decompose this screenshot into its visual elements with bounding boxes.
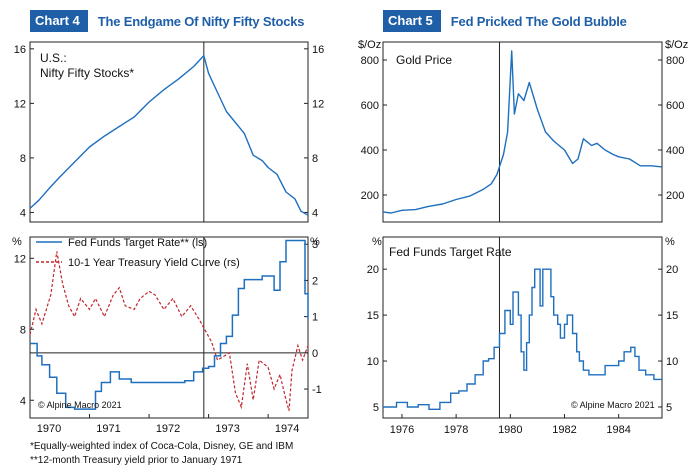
chart5-top-left-unit: $/Oz xyxy=(358,39,381,51)
footnote-1: *Equally-weighted index of Coca-Cola, Di… xyxy=(30,441,294,452)
chart4-top-right-tick-label: 8 xyxy=(312,153,318,165)
chart5-bottom-x-tick-label: 1982 xyxy=(552,424,576,436)
chart5-bottom-x-tick-label: 1984 xyxy=(606,424,630,436)
chart5-bottom-frame xyxy=(382,236,663,419)
chart5-bottom-left-tick-label: 20 xyxy=(367,264,379,276)
chart4-bottom-x-tick-label: 1974 xyxy=(275,423,299,435)
chart5-top-left-tick-label: 200 xyxy=(361,190,379,202)
chart4-bottom-right-unit: % xyxy=(310,236,320,248)
chart5-bottom-right-tick-label: 5 xyxy=(666,402,672,414)
chart4-bottom-left-tick-label: 4 xyxy=(20,395,26,407)
chart4-top-left-tick-label: 4 xyxy=(20,207,26,219)
chart5-bottom-left-tick-label: 15 xyxy=(367,310,379,322)
chart5-top-left-tick-label: 800 xyxy=(361,55,379,67)
chart4-top-left-tick-label: 8 xyxy=(20,153,26,165)
chart5-bottom-left-tick-label: 5 xyxy=(373,402,379,414)
chart4-top-right-tick-label: 12 xyxy=(312,98,324,110)
chart4-bottom-right-tick-label: 0 xyxy=(312,348,318,360)
chart4-bottom-right-tick-label: 2 xyxy=(312,275,318,287)
chart4-bottom-x-tick-label: 1973 xyxy=(215,423,239,435)
chart4-top-right-tick-label: 4 xyxy=(312,207,318,219)
chart4-bottom-left-unit: % xyxy=(12,236,22,248)
chart5-bottom-label: Fed Funds Target Rate xyxy=(389,245,512,259)
chart4-top-frame xyxy=(29,41,309,223)
chart4-title: The Endgame Of Nifty Fifty Stocks xyxy=(97,13,305,29)
chart4-bottom-x-tick-label: 1972 xyxy=(156,423,180,435)
chart4-bottom-series-fed-funds xyxy=(30,239,309,410)
chart4-header: Chart 4 The Endgame Of Nifty Fifty Stock… xyxy=(30,10,304,32)
chart5-top-label: Gold Price xyxy=(396,53,452,67)
chart5-bottom-x-tick-label: 1978 xyxy=(444,424,468,436)
chart4-copyright: © Alpine Macro 2021 xyxy=(38,400,122,410)
chart5-top-frame xyxy=(382,41,663,223)
chart4-bottom-x-tick-label: 1971 xyxy=(96,423,120,435)
chart5-top-series-gold xyxy=(382,50,663,214)
chart5-bottom-left-unit: % xyxy=(372,236,382,248)
chart5-bottom-x-tick-label: 1976 xyxy=(390,424,414,436)
chart5-top-left-tick-label: 400 xyxy=(361,145,379,157)
chart5-bottom-right-tick-label: 20 xyxy=(666,264,678,276)
chart4-legend-label-yield-curve: 10-1 Year Treasury Yield Curve (rs) xyxy=(68,257,240,269)
chart5-top-right-unit: $/Oz xyxy=(665,39,688,51)
chart4-top-label-line: U.S.: xyxy=(40,51,67,65)
chart5-bottom-right-unit: % xyxy=(665,236,675,248)
chart4-top-series-nifty xyxy=(29,54,309,216)
chart5-copyright: © Alpine Macro 2021 xyxy=(571,400,655,410)
chart4-bottom-left-tick-label: 8 xyxy=(20,324,26,336)
chart4-badge: Chart 4 xyxy=(30,10,88,32)
chart4-top-left-tick-label: 12 xyxy=(14,98,26,110)
chart5-header: Chart 5 Fed Pricked The Gold Bubble xyxy=(383,10,627,32)
chart4-top-label-line: Nifty Fifty Stocks* xyxy=(40,66,134,80)
chart5-bottom-x-tick-label: 1980 xyxy=(498,424,522,436)
chart5-top-left-tick-label: 600 xyxy=(361,100,379,112)
chart5-bottom-series-fed-funds xyxy=(383,268,662,410)
chart4-bottom-x-tick-label: 1970 xyxy=(37,423,61,435)
footnote-2: **12-month Treasury yield prior to Janua… xyxy=(30,455,243,466)
chart4-bottom-left-tick-label: 12 xyxy=(14,253,26,265)
chart5-top-right-tick-label: 200 xyxy=(666,190,684,202)
chart5-top-right-tick-label: 800 xyxy=(666,55,684,67)
chart5-bottom-right-tick-label: 15 xyxy=(666,310,678,322)
chart5-badge: Chart 5 xyxy=(383,10,441,32)
chart4-legend-label-fed-funds: Fed Funds Target Rate** (ls) xyxy=(68,237,207,249)
chart5-top-right-tick-label: 600 xyxy=(666,100,684,112)
chart4-bottom-frame xyxy=(29,236,309,419)
chart4-top-right-tick-label: 16 xyxy=(312,44,324,56)
chart4-bottom-right-tick-label: 3 xyxy=(312,239,318,251)
chart5-top-right-tick-label: 400 xyxy=(666,145,684,157)
chart4-bottom-right-tick-label: 1 xyxy=(312,312,318,324)
chart4-bottom-series-yield-curve xyxy=(29,251,309,411)
chart5-bottom-right-tick-label: 10 xyxy=(666,356,678,368)
chart5-bottom-left-tick-label: 10 xyxy=(367,356,379,368)
chart4-bottom-right-tick-label: -1 xyxy=(312,384,322,396)
chart5-title: Fed Pricked The Gold Bubble xyxy=(450,13,627,29)
chart4-top-left-tick-label: 16 xyxy=(14,44,26,56)
